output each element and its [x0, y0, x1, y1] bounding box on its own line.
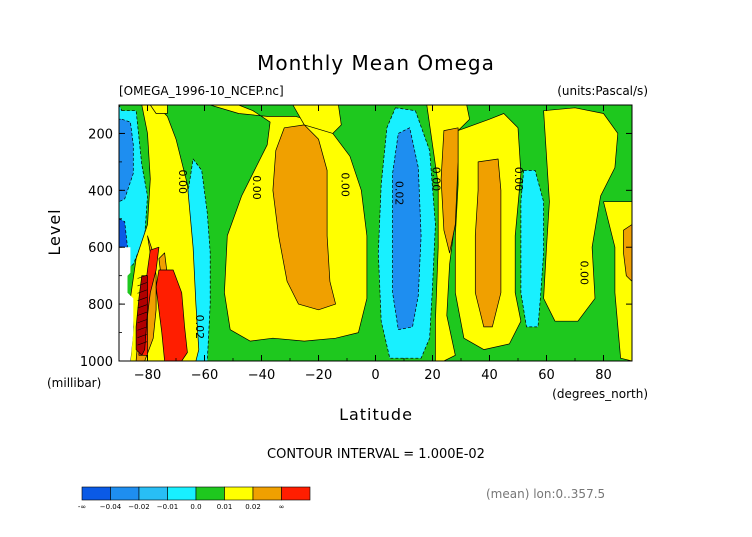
- contour-label: 0.00: [430, 167, 443, 192]
- colorbar: -∞ −0.04 −0.02 −0.01 0.0 0.01 0.02 ∞: [78, 486, 311, 511]
- dense-contour-line: [137, 326, 148, 331]
- dense-contour-line: [137, 311, 148, 316]
- y-tick-label: 200: [88, 127, 113, 142]
- x-tick-label: 20: [424, 368, 441, 383]
- x-tick-label: 40: [481, 368, 498, 383]
- colorbar-swatch: [81, 486, 111, 501]
- footnote: (mean) lon:0..357.5: [486, 487, 605, 501]
- contour-region-orange-4: [440, 127, 459, 254]
- dense-contour-line: [137, 333, 148, 338]
- x-axis-title: Latitude: [339, 405, 413, 424]
- contour-region-yellow-7: [543, 107, 619, 322]
- contour-region-orange-6: [623, 224, 632, 282]
- x-tick-label: −60: [191, 368, 218, 383]
- units-label: (units:Pascal/s): [557, 84, 648, 98]
- y-tick-label: 800: [88, 298, 113, 313]
- dense-contour-line: [137, 282, 148, 287]
- colorbar-label: -∞: [78, 503, 86, 511]
- colorbar-label: 0.01: [217, 503, 233, 511]
- dense-contour-line: [137, 289, 148, 294]
- dense-contour-line: [137, 341, 148, 346]
- x-tick-label: −80: [134, 368, 161, 383]
- contour-interval-label: CONTOUR INTERVAL = 1.000E-02: [267, 447, 485, 462]
- contour-label: 0.00: [338, 172, 351, 197]
- x-tick-label: 0: [371, 368, 379, 383]
- chart-title: Monthly Mean Omega: [257, 51, 495, 75]
- x-axis-unit: (degrees_north): [552, 387, 648, 401]
- colorbar-swatch: [138, 486, 168, 501]
- dense-contour-line: [137, 319, 148, 324]
- contour-label: 0.02: [193, 315, 206, 340]
- x-tick-label: −40: [248, 368, 275, 383]
- contour-label: 0.00: [512, 167, 525, 192]
- colorbar-label: 0.02: [245, 503, 261, 511]
- contour-label: 0.00: [250, 175, 263, 200]
- dense-contour-line: [137, 274, 148, 279]
- y-tick-label: 600: [88, 241, 113, 256]
- contour-region-light-blue-4: [520, 170, 544, 328]
- colorbar-swatch: [110, 486, 140, 501]
- contour-region-yellow-2: [149, 105, 168, 114]
- colorbar-swatch: [252, 486, 282, 501]
- y-axis-title: Level: [45, 208, 64, 255]
- dense-contour-line: [137, 297, 148, 301]
- contour-region-red-2: [155, 269, 188, 361]
- contour-region-blue-1: [119, 118, 134, 203]
- contour-region-yellow-4: [292, 105, 342, 134]
- x-tick-label: −20: [305, 368, 332, 383]
- dense-contour-line: [137, 304, 148, 309]
- x-tick-label: 60: [538, 368, 555, 383]
- y-axis-unit: (millibar): [47, 376, 101, 390]
- contour-region-blue-2: [392, 127, 422, 331]
- colorbar-swatch: [224, 486, 254, 501]
- colorbar-label: −0.04: [100, 503, 122, 511]
- y-axis: 200 400 600 800 1000: [80, 104, 632, 370]
- contour-region-orange-5: [474, 158, 502, 328]
- contour-region-orange-3: [272, 124, 336, 311]
- contour-label: 0.02: [392, 181, 405, 206]
- contour-label-layer: 0.00 0.00 0.00 0.02 0.00 0.00 0.00 0.02: [176, 167, 591, 339]
- contour-label: 0.00: [578, 261, 591, 286]
- x-tick-label: 80: [595, 368, 612, 383]
- colorbar-swatch: [281, 486, 311, 501]
- colorbar-label: −0.01: [157, 503, 178, 511]
- y-tick-label: 400: [88, 184, 113, 199]
- contour-region-missing-1: [119, 247, 134, 361]
- colorbar-swatch: [167, 486, 197, 501]
- colorbar-label: ∞: [279, 503, 285, 511]
- colorbar-swatch: [195, 486, 225, 501]
- colorbar-label: 0.0: [190, 503, 201, 511]
- contour-fill-layer: [119, 105, 632, 361]
- contour-label: 0.00: [176, 170, 189, 195]
- x-axis: −80 −60 −40 −20 0 20 40 60 80: [118, 105, 633, 383]
- colorbar-label: −0.02: [128, 503, 149, 511]
- y-tick-label: 1000: [80, 355, 113, 370]
- file-label: [OMEGA_1996-10_NCEP.nc]: [119, 84, 284, 98]
